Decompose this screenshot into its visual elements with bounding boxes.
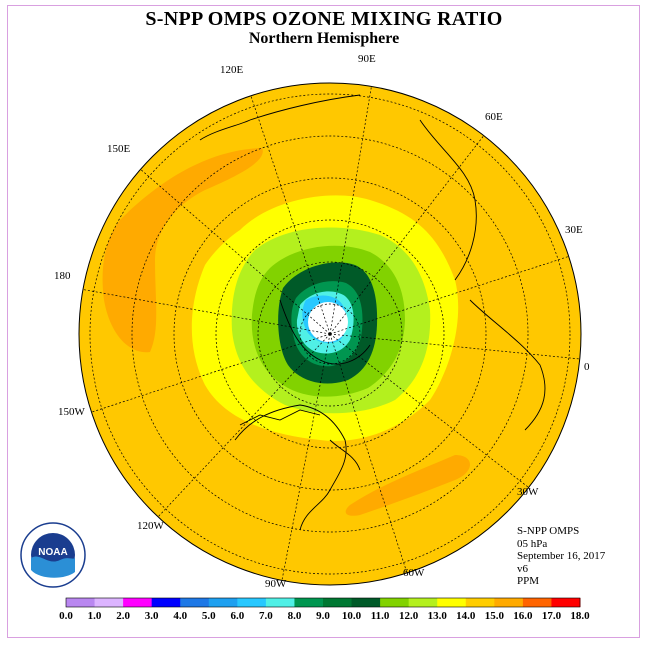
colorbar-label: 12.0 <box>399 610 419 622</box>
colorbar-label: 7.0 <box>259 610 273 622</box>
lon-label-180: 180 <box>54 270 71 282</box>
coastlines <box>199 94 546 531</box>
lon-label-90e: 90E <box>358 53 376 65</box>
lon-label-60w: 60W <box>403 567 425 579</box>
colorbar-label: 3.0 <box>145 610 159 622</box>
colorbar-swatch <box>351 598 381 607</box>
info-instrument: S-NPP OMPS <box>517 525 580 537</box>
graticule <box>79 83 581 581</box>
lon-label-30e: 30E <box>565 224 583 236</box>
info-level: 05 hPa <box>517 537 548 550</box>
info-units: PPM <box>517 575 540 587</box>
lon-label-30w: 30W <box>517 486 539 498</box>
product-info: S-NPP OMPS 05 hPa September 16, 2017 v6 … <box>517 525 605 588</box>
info-date: September 16, 2017 <box>517 550 606 562</box>
colorbar-label: 13.0 <box>428 610 448 622</box>
map-frame <box>7 5 640 638</box>
colorbar: 0.0 1.0 2.0 3.0 4.0 5.0 6.0 7.0 8.0 9.0 10.0 11.0 12… <box>59 597 590 622</box>
colorbar-label: 4.0 <box>173 610 187 622</box>
ozone-field-14-atlantic <box>345 455 470 516</box>
lon-label-150e: 150E <box>107 143 131 155</box>
colorbar-swatch <box>151 598 181 607</box>
colorbar-swatch <box>408 598 438 607</box>
colorbar-label: 0.0 <box>59 610 73 622</box>
colorbar-label: 1.0 <box>88 610 102 622</box>
svg-text:NOAA: NOAA <box>38 547 67 558</box>
colorbar-label: 8.0 <box>288 610 302 622</box>
colorbar-outline <box>65 597 581 608</box>
lon-label-120e: 120E <box>220 64 244 76</box>
colorbar-label: 9.0 <box>316 610 330 622</box>
lon-label-60e: 60E <box>485 111 503 123</box>
colorbar-swatch <box>237 598 267 607</box>
colorbar-label: 15.0 <box>485 610 505 622</box>
lon-label-120w: 120W <box>137 520 165 532</box>
colorbar-swatch <box>294 598 324 607</box>
map-title: S-NPP OMPS OZONE MIXING RATIO <box>145 8 503 30</box>
lon-label-150w: 150W <box>58 406 86 418</box>
colorbar-swatch <box>208 598 238 607</box>
colorbar-swatch <box>66 598 96 607</box>
info-version: v6 <box>517 562 528 575</box>
colorbar-label: 16.0 <box>513 610 533 622</box>
lon-label-90w: 90W <box>265 578 287 590</box>
colorbar-swatch <box>437 598 467 607</box>
colorbar-label: 17.0 <box>542 610 562 622</box>
colorbar-label: 11.0 <box>371 610 390 622</box>
colorbar-swatch <box>522 598 552 607</box>
colorbar-swatch <box>180 598 210 607</box>
ozone-field-14-pacific <box>102 148 263 353</box>
colorbar-swatch <box>265 598 295 607</box>
colorbar-swatch <box>123 598 153 607</box>
colorbar-swatch <box>551 598 581 607</box>
colorbar-swatch <box>465 598 495 607</box>
colorbar-swatch <box>494 598 524 607</box>
colorbar-label: 5.0 <box>202 610 216 622</box>
colorbar-label: 14.0 <box>456 610 476 622</box>
colorbar-label: 10.0 <box>342 610 362 622</box>
colorbar-swatch <box>380 598 410 607</box>
polar-no-data <box>308 302 348 342</box>
lon-label-0: 0 <box>584 361 590 373</box>
noaa-logo: NOAA <box>20 522 86 588</box>
colorbar-swatch <box>323 598 353 607</box>
colorbar-label: 18.0 <box>570 610 590 622</box>
map-subtitle: Northern Hemisphere <box>248 30 400 47</box>
colorbar-label: 2.0 <box>116 610 130 622</box>
colorbar-swatch <box>94 598 124 607</box>
colorbar-label: 6.0 <box>230 610 244 622</box>
